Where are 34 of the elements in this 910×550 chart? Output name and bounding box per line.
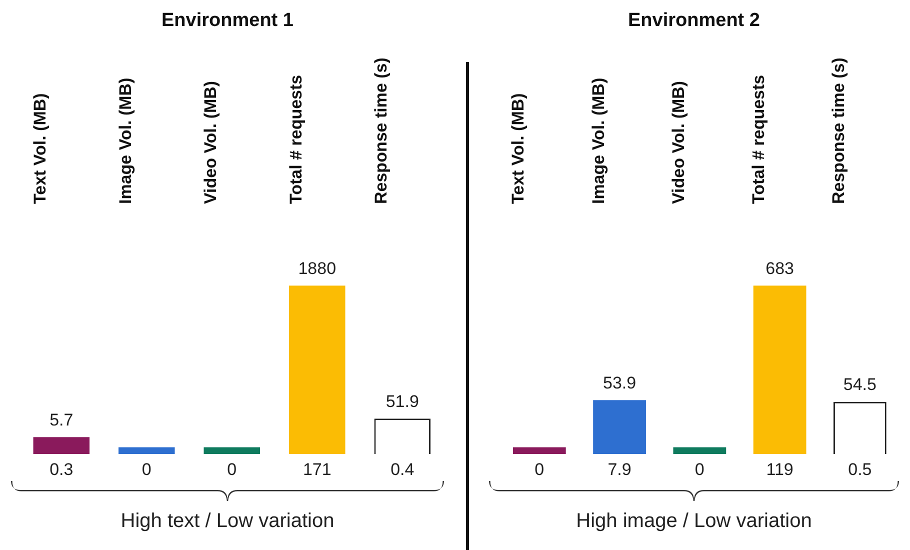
annotation: 683 bbox=[766, 258, 794, 278]
annotation: 0 bbox=[694, 460, 704, 480]
bar bbox=[593, 400, 646, 454]
x-tick-label: Text Vol. (MB) bbox=[508, 93, 528, 204]
x-tick-label: Video Vol. (MB) bbox=[668, 80, 688, 204]
x-tick-label: Image Vol. (MB) bbox=[588, 78, 608, 204]
x-tick-label: Total # requests bbox=[749, 74, 768, 204]
chart-title: Environment 2 bbox=[627, 10, 761, 32]
x-tick-label: Image Vol. (MB) bbox=[116, 78, 135, 204]
x-tick-label: Response time (s) bbox=[829, 58, 848, 204]
annotation: 0.5 bbox=[848, 460, 872, 480]
annotation: 0 bbox=[534, 460, 544, 480]
annotation: 0 bbox=[142, 460, 152, 480]
annotation: 119 bbox=[766, 460, 794, 480]
annotation: 53.9 bbox=[602, 373, 636, 392]
annotation: 0.4 bbox=[390, 460, 414, 480]
x-tick-label: Response time (s) bbox=[372, 58, 391, 204]
x-axis-title: High image / Low variation bbox=[575, 510, 813, 533]
x-tick-label: Total # requests bbox=[286, 74, 306, 204]
annotation: 51.9 bbox=[386, 392, 419, 411]
annotation: 0 bbox=[227, 460, 237, 480]
x-tick-label: Video Vol. (MB) bbox=[201, 80, 220, 204]
annotation: 7.9 bbox=[608, 460, 632, 480]
bar bbox=[512, 447, 566, 454]
bar bbox=[673, 447, 726, 454]
annotation: 5.7 bbox=[50, 410, 74, 430]
annotation: 0.3 bbox=[50, 460, 74, 480]
bar bbox=[753, 286, 806, 454]
x-axis-title: High text / Low variation bbox=[120, 510, 336, 533]
annotation: 171 bbox=[302, 460, 332, 480]
chart-title: Environment 1 bbox=[160, 10, 294, 32]
annotation: 54.5 bbox=[843, 375, 876, 394]
x-tick-label: Text Vol. (MB) bbox=[30, 93, 50, 204]
annotation: 1880 bbox=[298, 258, 336, 278]
